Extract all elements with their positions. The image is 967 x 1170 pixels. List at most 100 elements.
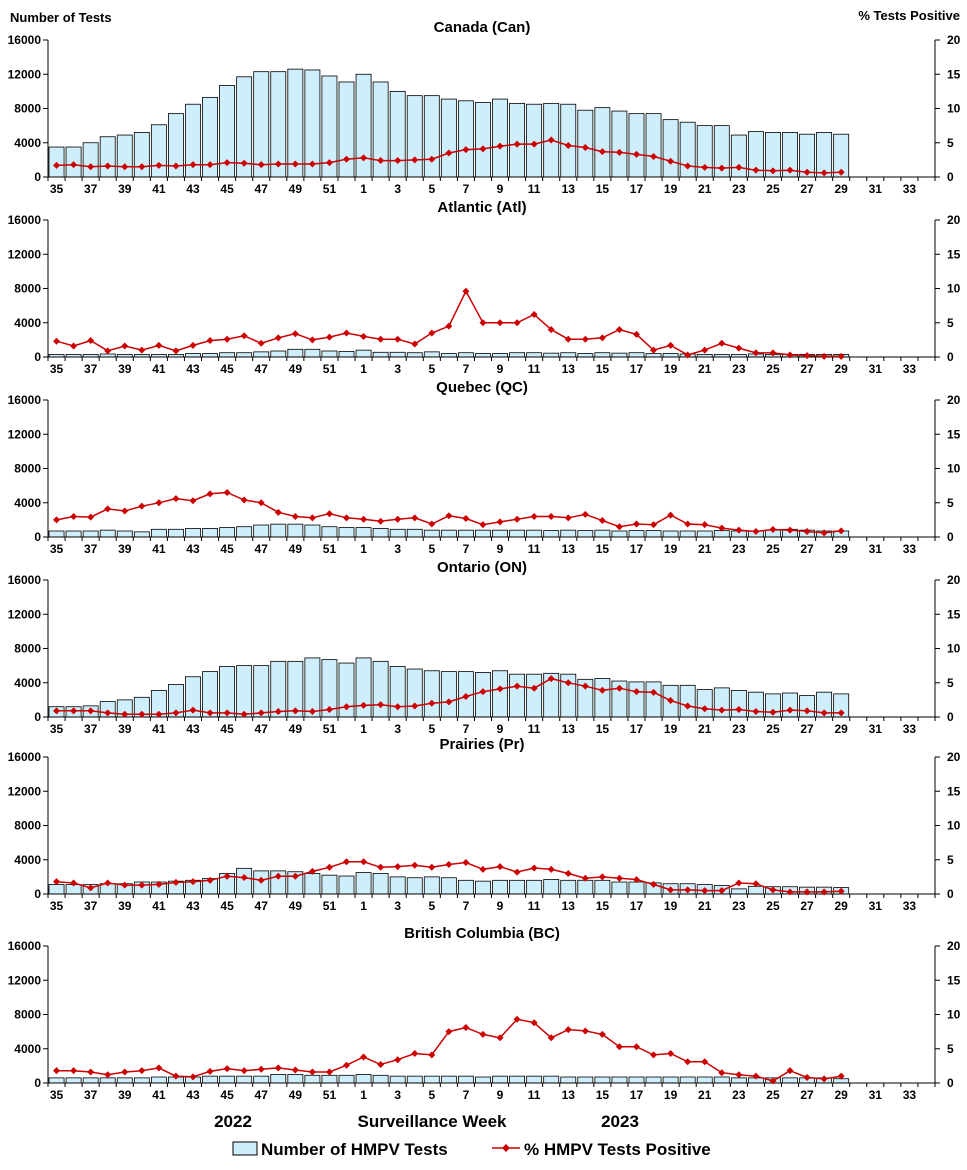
pct-point	[325, 510, 333, 518]
bar	[628, 530, 645, 538]
x-tick-label: 47	[255, 899, 269, 913]
pct-point	[769, 886, 777, 894]
pct-point	[325, 705, 333, 713]
x-tick-label: 15	[596, 1088, 610, 1102]
pct-point	[701, 887, 709, 895]
bar	[406, 528, 423, 538]
x-tick-label: 43	[186, 182, 200, 196]
right-tick-label: 5	[947, 853, 954, 867]
x-tick-label: 7	[463, 182, 470, 196]
x-tick-label: 23	[732, 542, 746, 556]
bar	[679, 530, 696, 538]
x-tick-label: 39	[118, 722, 132, 736]
pct-point	[394, 515, 402, 523]
pct-point	[377, 701, 385, 709]
x-tick-label: 35	[50, 722, 64, 736]
x-tick-label: 17	[630, 722, 644, 736]
bar	[133, 531, 150, 538]
pct-point	[462, 1024, 470, 1032]
pct-point	[138, 881, 146, 889]
x-tick-label: 31	[869, 899, 883, 913]
right-tick-label: 10	[947, 819, 961, 833]
bar	[594, 529, 611, 538]
left-tick-label: 12000	[8, 67, 42, 81]
x-tick-label: 47	[255, 542, 269, 556]
left-tick-label: 12000	[8, 427, 42, 441]
left-tick-label: 8000	[14, 819, 41, 833]
pct-point	[564, 869, 572, 877]
bar	[747, 885, 764, 895]
bar	[116, 134, 133, 178]
pct-point	[172, 878, 180, 886]
pct-point	[411, 156, 419, 164]
pct-point	[291, 1066, 299, 1074]
x-tick-label: 11	[528, 542, 541, 556]
x-tick-label: 17	[630, 182, 644, 196]
pct-point	[53, 337, 61, 345]
pct-point	[53, 878, 61, 886]
pct-point	[837, 709, 845, 717]
x-tick-label: 9	[497, 722, 504, 736]
year-label-2023: 2023	[601, 1112, 639, 1131]
left-tick-label: 12000	[8, 607, 42, 621]
pct-point	[615, 874, 623, 882]
pct-point	[581, 1027, 589, 1035]
left-tick-label: 16000	[8, 393, 42, 407]
x-tick-label: 11	[528, 182, 541, 196]
pct-point	[274, 872, 282, 880]
pct-point	[308, 708, 316, 716]
pct-point	[650, 1051, 658, 1059]
right-tick-label: 10	[947, 1008, 961, 1022]
pct-point	[632, 876, 640, 884]
x-tick-label: 29	[835, 1088, 849, 1102]
pct-point	[632, 688, 640, 696]
bar	[236, 1075, 253, 1084]
bar	[560, 879, 577, 895]
pct-point	[155, 1064, 163, 1072]
pct-point	[667, 1050, 675, 1058]
panel-title: Prairies (Pr)	[439, 736, 524, 753]
panel-4: Prairies (Pr)040008000120001600005101520…	[8, 736, 961, 913]
x-tick-label: 5	[428, 1088, 435, 1102]
x-tick-label: 21	[698, 542, 712, 556]
x-tick-label: 33	[903, 899, 917, 913]
pct-point	[479, 521, 487, 529]
left-tick-label: 4000	[14, 496, 41, 510]
bar	[389, 90, 406, 178]
bar	[219, 352, 236, 358]
bar	[475, 880, 491, 895]
bar	[202, 353, 218, 358]
bar	[355, 349, 372, 358]
pct-point	[223, 335, 231, 343]
right-tick-label: 0	[947, 350, 954, 364]
pct-point	[752, 708, 760, 716]
bar	[372, 873, 389, 895]
pct-point	[752, 528, 760, 536]
pct-point	[650, 688, 658, 696]
pct-point	[632, 150, 640, 158]
pct-point	[138, 1067, 146, 1075]
x-tick-label: 19	[664, 722, 678, 736]
pct-point	[803, 707, 811, 715]
pct-point	[189, 1073, 197, 1081]
pct-point	[735, 879, 743, 887]
pct-point	[206, 709, 214, 717]
x-tick-label: 1	[360, 722, 367, 736]
x-tick-label: 47	[255, 362, 269, 376]
bar	[440, 671, 457, 718]
x-tick-label: 23	[732, 182, 746, 196]
pct-point	[70, 879, 78, 887]
pct-point	[53, 161, 61, 169]
bar	[372, 351, 389, 358]
bar	[406, 877, 423, 895]
pct-point	[104, 1071, 112, 1079]
x-tick-label: 17	[630, 362, 644, 376]
bar	[150, 1076, 167, 1084]
x-tick-label: 25	[766, 899, 780, 913]
bar	[492, 353, 508, 358]
pct-point	[769, 708, 777, 716]
x-tick-label: 37	[84, 362, 98, 376]
bar	[338, 81, 355, 178]
x-tick-label: 21	[698, 362, 712, 376]
pct-point	[786, 706, 794, 714]
